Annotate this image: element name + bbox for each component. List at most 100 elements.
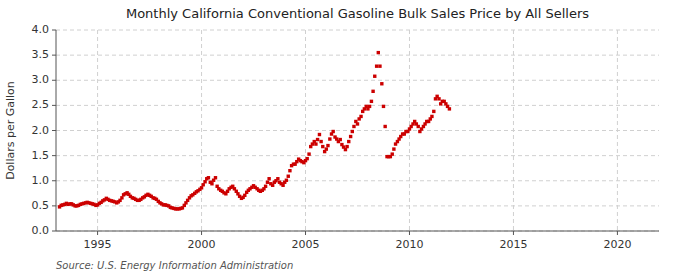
point <box>430 115 433 118</box>
point <box>305 157 308 160</box>
point <box>382 105 385 108</box>
point <box>203 180 206 183</box>
grid-line <box>305 30 306 231</box>
y-axis-label: Dollars per Gallon <box>4 81 17 180</box>
point <box>267 177 270 180</box>
points <box>58 51 451 211</box>
point <box>331 130 334 133</box>
tick-label: 2020 <box>603 238 631 251</box>
source-note: Source: U.S. Energy Information Administ… <box>56 260 293 271</box>
grid-line <box>97 30 98 231</box>
point <box>276 177 279 180</box>
point <box>214 176 217 179</box>
tick-label: 2000 <box>188 238 216 251</box>
tick-mark <box>513 231 514 235</box>
grid-line <box>201 30 202 231</box>
tick-label: 2015 <box>499 238 527 251</box>
x-axis-line <box>56 231 659 232</box>
point <box>437 97 440 100</box>
point <box>347 140 350 143</box>
tick-mark <box>409 231 410 235</box>
point <box>351 130 354 133</box>
tick-label: 1.0 <box>32 174 50 187</box>
grid-line <box>56 180 659 181</box>
point <box>285 179 288 182</box>
point <box>243 194 246 197</box>
tick-label: 0.0 <box>32 224 50 237</box>
tick-mark <box>52 180 56 181</box>
point <box>288 169 291 172</box>
point <box>328 137 331 140</box>
grid-line <box>56 205 659 206</box>
point <box>392 147 395 150</box>
point <box>339 138 342 141</box>
point <box>417 125 420 128</box>
point <box>120 196 123 199</box>
point <box>281 184 284 187</box>
point <box>307 152 310 155</box>
grid-line <box>56 155 659 156</box>
point <box>202 183 205 186</box>
point <box>264 185 267 188</box>
grid-line <box>56 80 659 81</box>
tick-label: 3.0 <box>32 73 50 86</box>
title: Monthly California Conventional Gasoline… <box>126 6 589 21</box>
point <box>368 105 371 108</box>
point <box>448 107 451 110</box>
grid-line <box>56 55 659 56</box>
point <box>349 135 352 138</box>
tick-mark <box>52 30 56 31</box>
tick-label: 2.5 <box>32 98 50 111</box>
point <box>271 184 274 187</box>
tick-label: 2005 <box>292 238 320 251</box>
point <box>380 82 383 85</box>
tick-label: 1.5 <box>32 149 50 162</box>
point <box>200 186 203 189</box>
point <box>383 125 386 128</box>
tick-label: 3.5 <box>32 48 50 61</box>
point <box>432 110 435 113</box>
tick-mark <box>52 80 56 81</box>
grid-line <box>513 30 514 231</box>
point <box>375 64 378 67</box>
point <box>345 145 348 148</box>
point <box>319 140 322 143</box>
tick-label: 4.0 <box>32 23 50 36</box>
grid-line <box>56 30 659 31</box>
point <box>325 147 328 150</box>
point <box>356 122 359 125</box>
point <box>316 138 319 141</box>
point <box>359 115 362 118</box>
tick-label: 2010 <box>395 238 423 251</box>
point <box>210 182 213 185</box>
grid-line <box>56 130 659 131</box>
tick-mark <box>201 231 202 235</box>
point <box>326 144 329 147</box>
grid-line <box>56 231 659 232</box>
tick-mark <box>52 55 56 56</box>
tick-mark <box>52 205 56 206</box>
point <box>318 133 321 136</box>
point <box>321 145 324 148</box>
y-axis-line <box>56 30 57 231</box>
tick-label: 1995 <box>84 238 112 251</box>
tick-label: 0.5 <box>32 199 50 212</box>
grid-line <box>56 105 659 106</box>
tick-mark <box>52 155 56 156</box>
grid <box>56 30 659 231</box>
tick-label: 2.0 <box>32 124 50 137</box>
point <box>207 176 210 179</box>
tick-mark <box>305 231 306 235</box>
point <box>378 64 381 67</box>
tick-mark <box>52 105 56 106</box>
point <box>266 181 269 184</box>
point <box>373 75 376 78</box>
tick-mark <box>52 130 56 131</box>
tick-mark <box>97 231 98 235</box>
point <box>287 175 290 178</box>
point <box>391 152 394 155</box>
point <box>344 148 347 151</box>
axes: 0.0 0.5 1.0 1.5 2.0 2.5 3.0 3.5 4.0 1995 2000 2005 2… <box>32 23 660 251</box>
tick-mark <box>617 231 618 235</box>
point <box>314 142 317 145</box>
